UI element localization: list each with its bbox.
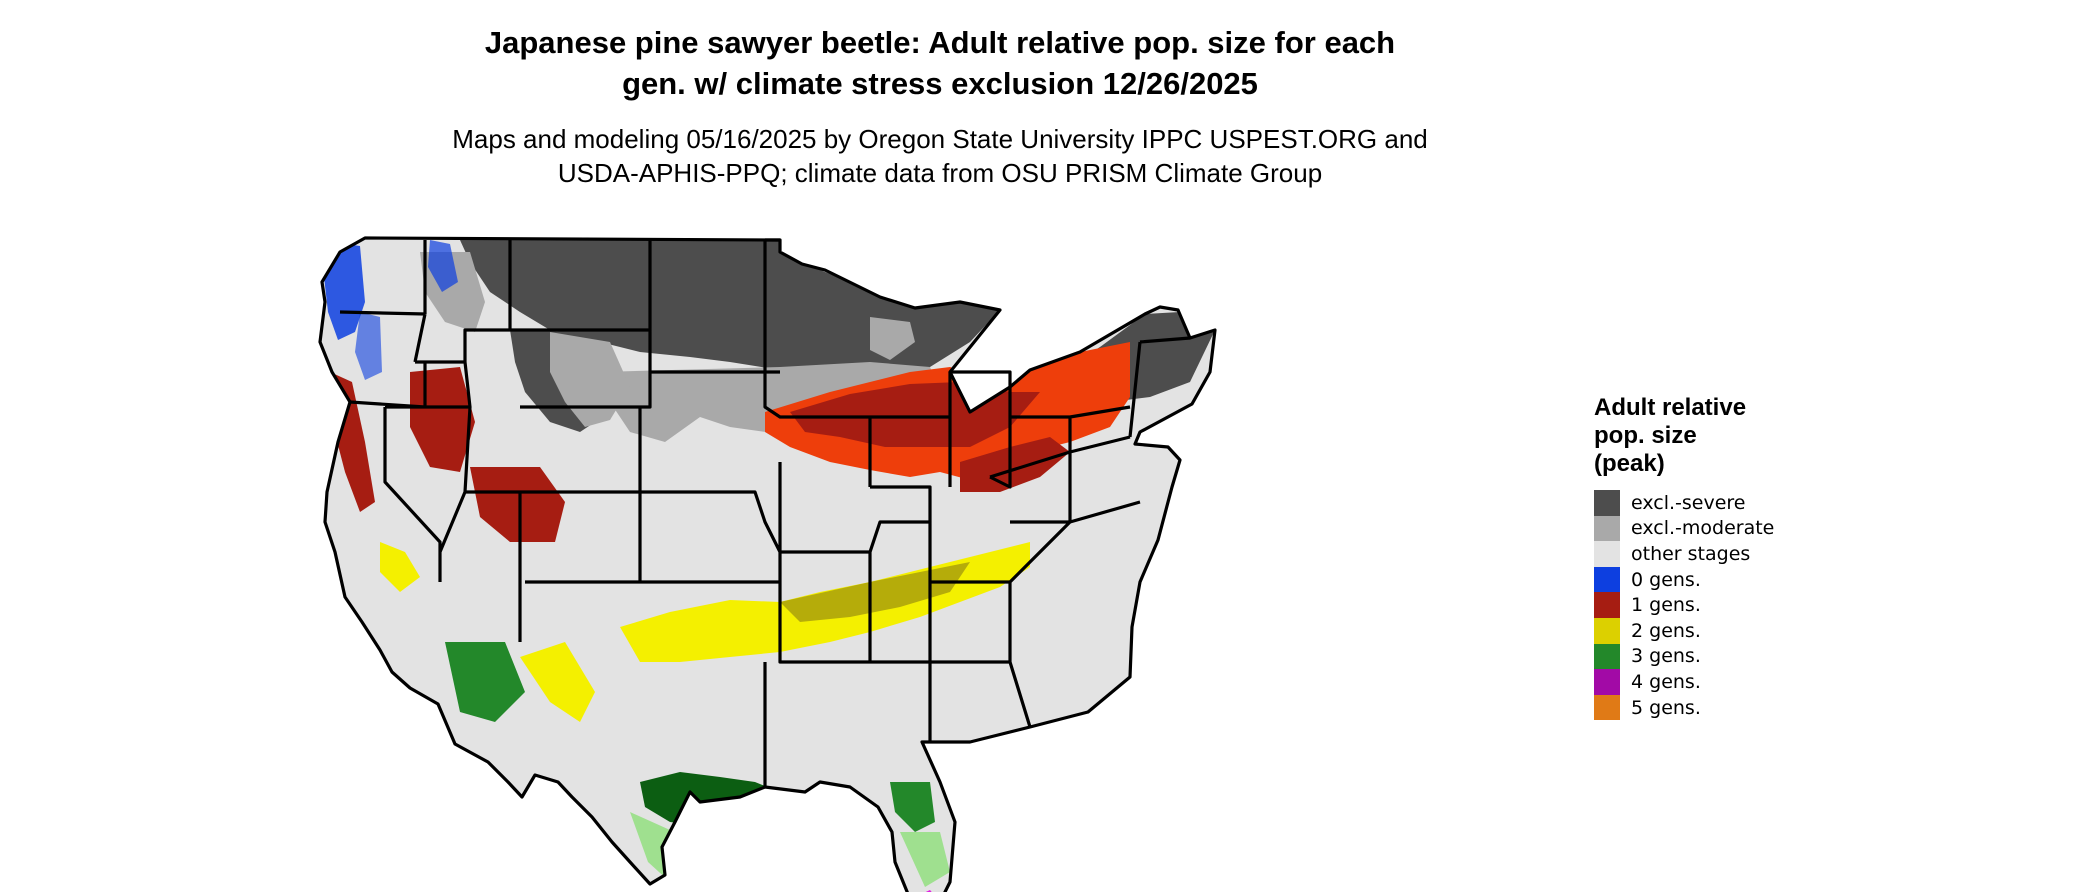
zone-3-gens-arizona	[445, 642, 525, 722]
legend-item-5-gens: 5 gens.	[1594, 694, 1834, 721]
legend-swatch	[1594, 515, 1620, 542]
zone-0-gens-rockies	[428, 240, 458, 292]
legend-item-0-gens: 0 gens.	[1594, 566, 1834, 593]
legend-item-other-stages: other stages	[1594, 541, 1834, 567]
legend-item-1-gens: 1 gens.	[1594, 592, 1834, 618]
us-map-canvas	[318, 236, 1217, 892]
legend-item-2-gens: 2 gens.	[1594, 617, 1834, 644]
legend-item-excl-severe: excl.-severe	[1594, 490, 1834, 516]
legend-swatch	[1594, 669, 1620, 695]
zone-2-gens-ca	[380, 542, 420, 592]
legend-title: Adult relative pop. size (peak)	[1594, 394, 1834, 478]
us-map	[310, 222, 1550, 892]
zone-1-gens-appalachia	[960, 437, 1070, 492]
map-title-line-1: Japanese pine sawyer beetle: Adult relat…	[484, 25, 1396, 60]
legend-swatch	[1594, 694, 1620, 721]
legend-item-4-gens: 4 gens.	[1594, 669, 1834, 695]
legend-item-3-gens: 3 gens.	[1594, 643, 1834, 670]
map-subtitle: Maps and modeling 05/16/2025 by Oregon S…	[300, 122, 1580, 190]
legend-label: 2 gens.	[1631, 619, 1701, 642]
legend-label: 3 gens.	[1631, 645, 1701, 668]
state-borders	[318, 236, 1217, 892]
legend-items: excl.-severe excl.-moderate other stages…	[1594, 490, 1834, 721]
state-border-outline	[318, 236, 1217, 892]
map-subtitle-line-2: USDA-APHIS-PPQ; climate data from OSU PR…	[557, 158, 1323, 188]
legend-label: 5 gens.	[1631, 696, 1701, 719]
zone-severe-north	[460, 240, 1000, 372]
legend-swatch	[1594, 490, 1620, 516]
climate-zones	[324, 240, 1215, 892]
legend-label: 0 gens.	[1631, 568, 1701, 591]
legend-swatch	[1594, 643, 1620, 670]
zone-2-gens-nm-tx	[520, 642, 595, 722]
legend-title-line-1: Adult relative	[1594, 394, 1747, 421]
map-legend: Adult relative pop. size (peak) excl.-se…	[1594, 394, 1834, 721]
legend-swatch	[1594, 566, 1620, 593]
legend-swatch	[1594, 541, 1620, 567]
map-subtitle-line-1: Maps and modeling 05/16/2025 by Oregon S…	[452, 124, 1428, 154]
legend-item-excl-moderate: excl.-moderate	[1594, 515, 1834, 542]
zone-3-gens-florida-light	[900, 832, 950, 887]
legend-label: 4 gens.	[1631, 670, 1701, 693]
zone-3-gens-florida	[890, 782, 935, 832]
legend-label: 1 gens.	[1631, 594, 1701, 617]
zone-0-gens-cascades	[355, 312, 382, 380]
map-title: Japanese pine sawyer beetle: Adult relat…	[300, 22, 1580, 104]
legend-label: excl.-moderate	[1631, 517, 1775, 540]
zone-2-gens-south-olive	[780, 562, 970, 622]
legend-swatch	[1594, 617, 1620, 644]
map-title-line-2: gen. w/ climate stress exclusion 12/26/2…	[622, 66, 1258, 101]
legend-label: other stages	[1631, 542, 1751, 565]
zone-moderate-colorado	[550, 332, 630, 427]
zone-1-gens-arizona	[470, 467, 565, 542]
zone-moderate-michigan	[870, 317, 915, 360]
state-border-lines	[339, 238, 1191, 787]
legend-title-line-2: pop. size	[1594, 422, 1697, 449]
legend-title-line-3: (peak)	[1594, 450, 1665, 477]
zone-0-gens-pnw	[324, 242, 365, 340]
legend-swatch	[1594, 592, 1620, 618]
legend-label: excl.-severe	[1631, 491, 1746, 514]
